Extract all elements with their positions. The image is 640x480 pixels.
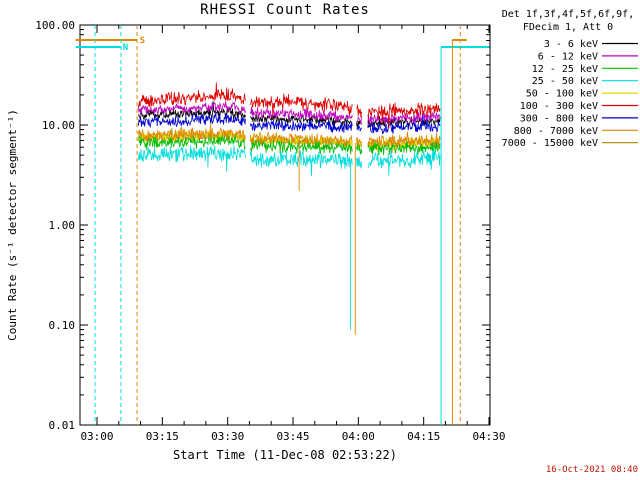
series-800-7000keV: [138, 123, 246, 142]
series-6-12keV: [249, 106, 353, 123]
series-25-50keV: [367, 144, 441, 177]
x-tick-label: 03:45: [276, 430, 309, 443]
x-tick-label: 03:15: [146, 430, 179, 443]
legend-entry-label: 800 - 7000 keV: [514, 126, 598, 137]
chart-dynamic-layer: 0.01 0.10 1.00 10.00 100.00 03:00 03:15 03:30 03…: [35, 19, 638, 443]
series-6-12keV: [367, 111, 441, 126]
y-tick-label: 0.10: [49, 319, 76, 332]
x-tick-label: 04:00: [342, 430, 375, 443]
x-tick-label: 04:15: [407, 430, 440, 443]
series-25-50keV: [138, 145, 246, 172]
plot-frame: [79, 24, 491, 426]
x-tick-label: 03:30: [211, 430, 244, 443]
series-800-7000keV: [367, 131, 441, 149]
x-tick-label: 04:30: [472, 430, 505, 443]
x-tick-label: 03:00: [80, 430, 113, 443]
series-300-800keV: [356, 124, 363, 132]
chart-title: RHESSI Count Rates: [200, 2, 370, 18]
legend-attenuator-header: FDecim 1, Att 0: [523, 22, 613, 33]
series-100-300keV: [367, 102, 441, 129]
x-axis-label: Start Time (11-Dec-08 02:53:22): [173, 448, 397, 462]
legend-entry-label: 3 - 6 keV: [544, 39, 598, 50]
series-3-6keV: [249, 113, 353, 130]
series-100-300keV: [138, 82, 246, 108]
legend-detector-header: Det 1f,3f,4f,5f,6f,9f,: [502, 9, 634, 20]
series-800-7000keV: [356, 137, 363, 147]
series-50-100keV: [249, 134, 353, 148]
series-25-50keV: [249, 149, 353, 177]
series-100-300keV: [249, 93, 353, 116]
flag-label: N: [123, 43, 128, 53]
legend-entry-label: 300 - 800 keV: [520, 113, 598, 124]
plot-timestamp: 16-Oct-2021 08:40: [546, 465, 638, 475]
legend-entry-label: 12 - 25 keV: [532, 64, 598, 75]
y-tick-label: 1.00: [49, 219, 76, 232]
y-axis-label: Count Rate (s⁻¹ detector segment⁻¹): [6, 109, 19, 341]
series-12-25keV: [356, 142, 363, 156]
series-6-12keV: [138, 101, 246, 116]
series-6-12keV: [356, 115, 363, 125]
legend-entry-label: 100 - 300 keV: [520, 101, 598, 112]
series-12-25keV: [250, 138, 353, 156]
series-100-300keV: [356, 104, 363, 118]
series-12-25keV: [367, 141, 441, 156]
y-tick-label: 10.00: [42, 119, 75, 132]
y-tick-label: 100.00: [35, 19, 75, 32]
legend-entry-label: 7000 - 15000 keV: [502, 138, 598, 149]
series-25-50keV: [356, 156, 363, 170]
flag-label: S: [140, 36, 145, 46]
series-800-7000keV: [249, 131, 353, 148]
series-300-800keV: [249, 119, 353, 134]
y-tick-label: 0.01: [49, 419, 76, 432]
series-300-800keV: [367, 112, 441, 135]
legend-entry-label: 50 - 100 keV: [526, 89, 598, 100]
legend-entry-label: 25 - 50 keV: [532, 76, 598, 87]
series-300-800keV: [138, 112, 246, 129]
legend-entry-label: 6 - 12 keV: [538, 51, 598, 62]
